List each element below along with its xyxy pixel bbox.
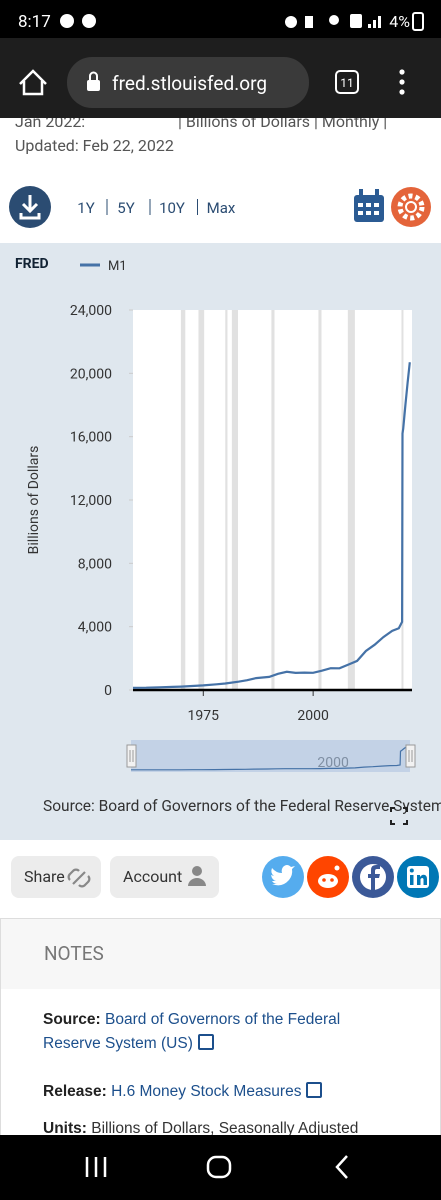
recession-bar (318, 310, 322, 690)
reddit-button[interactable] (307, 856, 349, 898)
chart: M1 0 4,000 8,000 12,000 16,000 20,000 24,000 197… (26, 259, 416, 772)
battery: 4% (389, 12, 410, 31)
y-tick-label: 0 (104, 683, 112, 699)
status-icons (285, 14, 381, 28)
y-axis-label: Billions of Dollars (26, 446, 42, 555)
recession-bar (225, 310, 228, 690)
navigator-handle[interactable] (405, 744, 416, 768)
recession-bar (180, 310, 186, 690)
facebook-button[interactable] (352, 856, 394, 898)
battery-icon (412, 12, 424, 31)
account-button[interactable]: Account (110, 856, 219, 898)
messenger-icon (60, 14, 74, 28)
linkedin-button[interactable] (397, 856, 439, 898)
y-tick-label: 12,000 (70, 493, 112, 509)
note-row: Source: Board of Governors of the Federa… (43, 1008, 373, 1080)
y-tick-label: 4,000 (78, 620, 112, 636)
tabs-count: 11 (340, 76, 354, 90)
x-tick-label: 2000 (297, 708, 329, 724)
note-row: Release: H.6 Money Stock Measures (43, 1080, 373, 1117)
twitter-button[interactable] (262, 856, 304, 898)
navigator-label: 2000 (317, 755, 349, 771)
chart-source: Source: Board of Governors of the Federa… (43, 797, 441, 815)
recents-button[interactable] (85, 1157, 107, 1177)
external-link-icon (197, 1034, 214, 1050)
home-button[interactable] (19, 69, 47, 96)
time: 8:17 (18, 12, 51, 32)
note-label: Source: (43, 1011, 101, 1028)
y-tick-label: 24,000 (70, 303, 112, 319)
recession-bar (347, 310, 355, 690)
legend-label: M1 (108, 259, 127, 274)
messenger-icon (82, 14, 96, 28)
tabs-button[interactable] (335, 70, 359, 94)
range-option[interactable]: 5Y (117, 199, 134, 217)
calendar-button[interactable] (354, 189, 384, 222)
download-button[interactable] (9, 186, 51, 228)
y-tick-label: 8,000 (78, 556, 112, 572)
note-label: Release: (43, 1083, 107, 1100)
note-link[interactable]: Board of Governors of the Federal Reserv… (43, 1011, 341, 1052)
recession-bar (198, 310, 205, 690)
fred-logo: FRED (15, 256, 49, 272)
note-label: Units: (43, 1120, 87, 1137)
fullscreen-button[interactable] (390, 807, 408, 825)
range-option[interactable]: 10Y (159, 199, 185, 217)
y-tick-label: 16,000 (70, 430, 112, 446)
note-row: Units: Billions of Dollars, Seasonally A… (43, 1117, 373, 1138)
back-button[interactable] (335, 1155, 348, 1179)
settings-button[interactable] (391, 187, 431, 227)
home-nav-button[interactable] (206, 1155, 232, 1179)
note-link[interactable]: H.6 Money Stock Measures (111, 1083, 302, 1100)
recession-bar (231, 310, 239, 690)
x-tick-label: 1975 (188, 708, 220, 724)
range-option[interactable]: Max (207, 199, 236, 217)
notes-body: Source: Board of Governors of the Federa… (43, 1008, 373, 1138)
share-label: Share (24, 867, 65, 886)
y-tick-label: 20,000 (70, 366, 112, 382)
external-link-icon (306, 1082, 323, 1098)
notes-header (1, 919, 440, 989)
note-text: Billions of Dollars, Seasonally Adjusted (91, 1120, 359, 1137)
recession-bar (271, 310, 275, 690)
account-label: Account (123, 867, 182, 886)
series-line (132, 362, 411, 689)
range-option[interactable]: 1Y (77, 199, 94, 217)
range-selector: 1Y 5Y 10Y Max (77, 199, 236, 217)
url-bar[interactable] (67, 57, 309, 108)
url: fred.stlouisfed.org (112, 72, 267, 95)
updated: Updated: Feb 22, 2022 (15, 136, 174, 155)
nav-bar (0, 1135, 441, 1200)
share-button[interactable]: Share (11, 856, 101, 898)
notes-list: Source: Board of Governors of the Federa… (43, 1008, 373, 1138)
lock-icon (89, 71, 98, 80)
menu-button[interactable] (399, 69, 405, 95)
lock-icon (87, 80, 100, 91)
navigator-handle[interactable] (126, 744, 137, 768)
navigator-line (131, 745, 409, 771)
notes-title: NOTES (44, 942, 104, 965)
